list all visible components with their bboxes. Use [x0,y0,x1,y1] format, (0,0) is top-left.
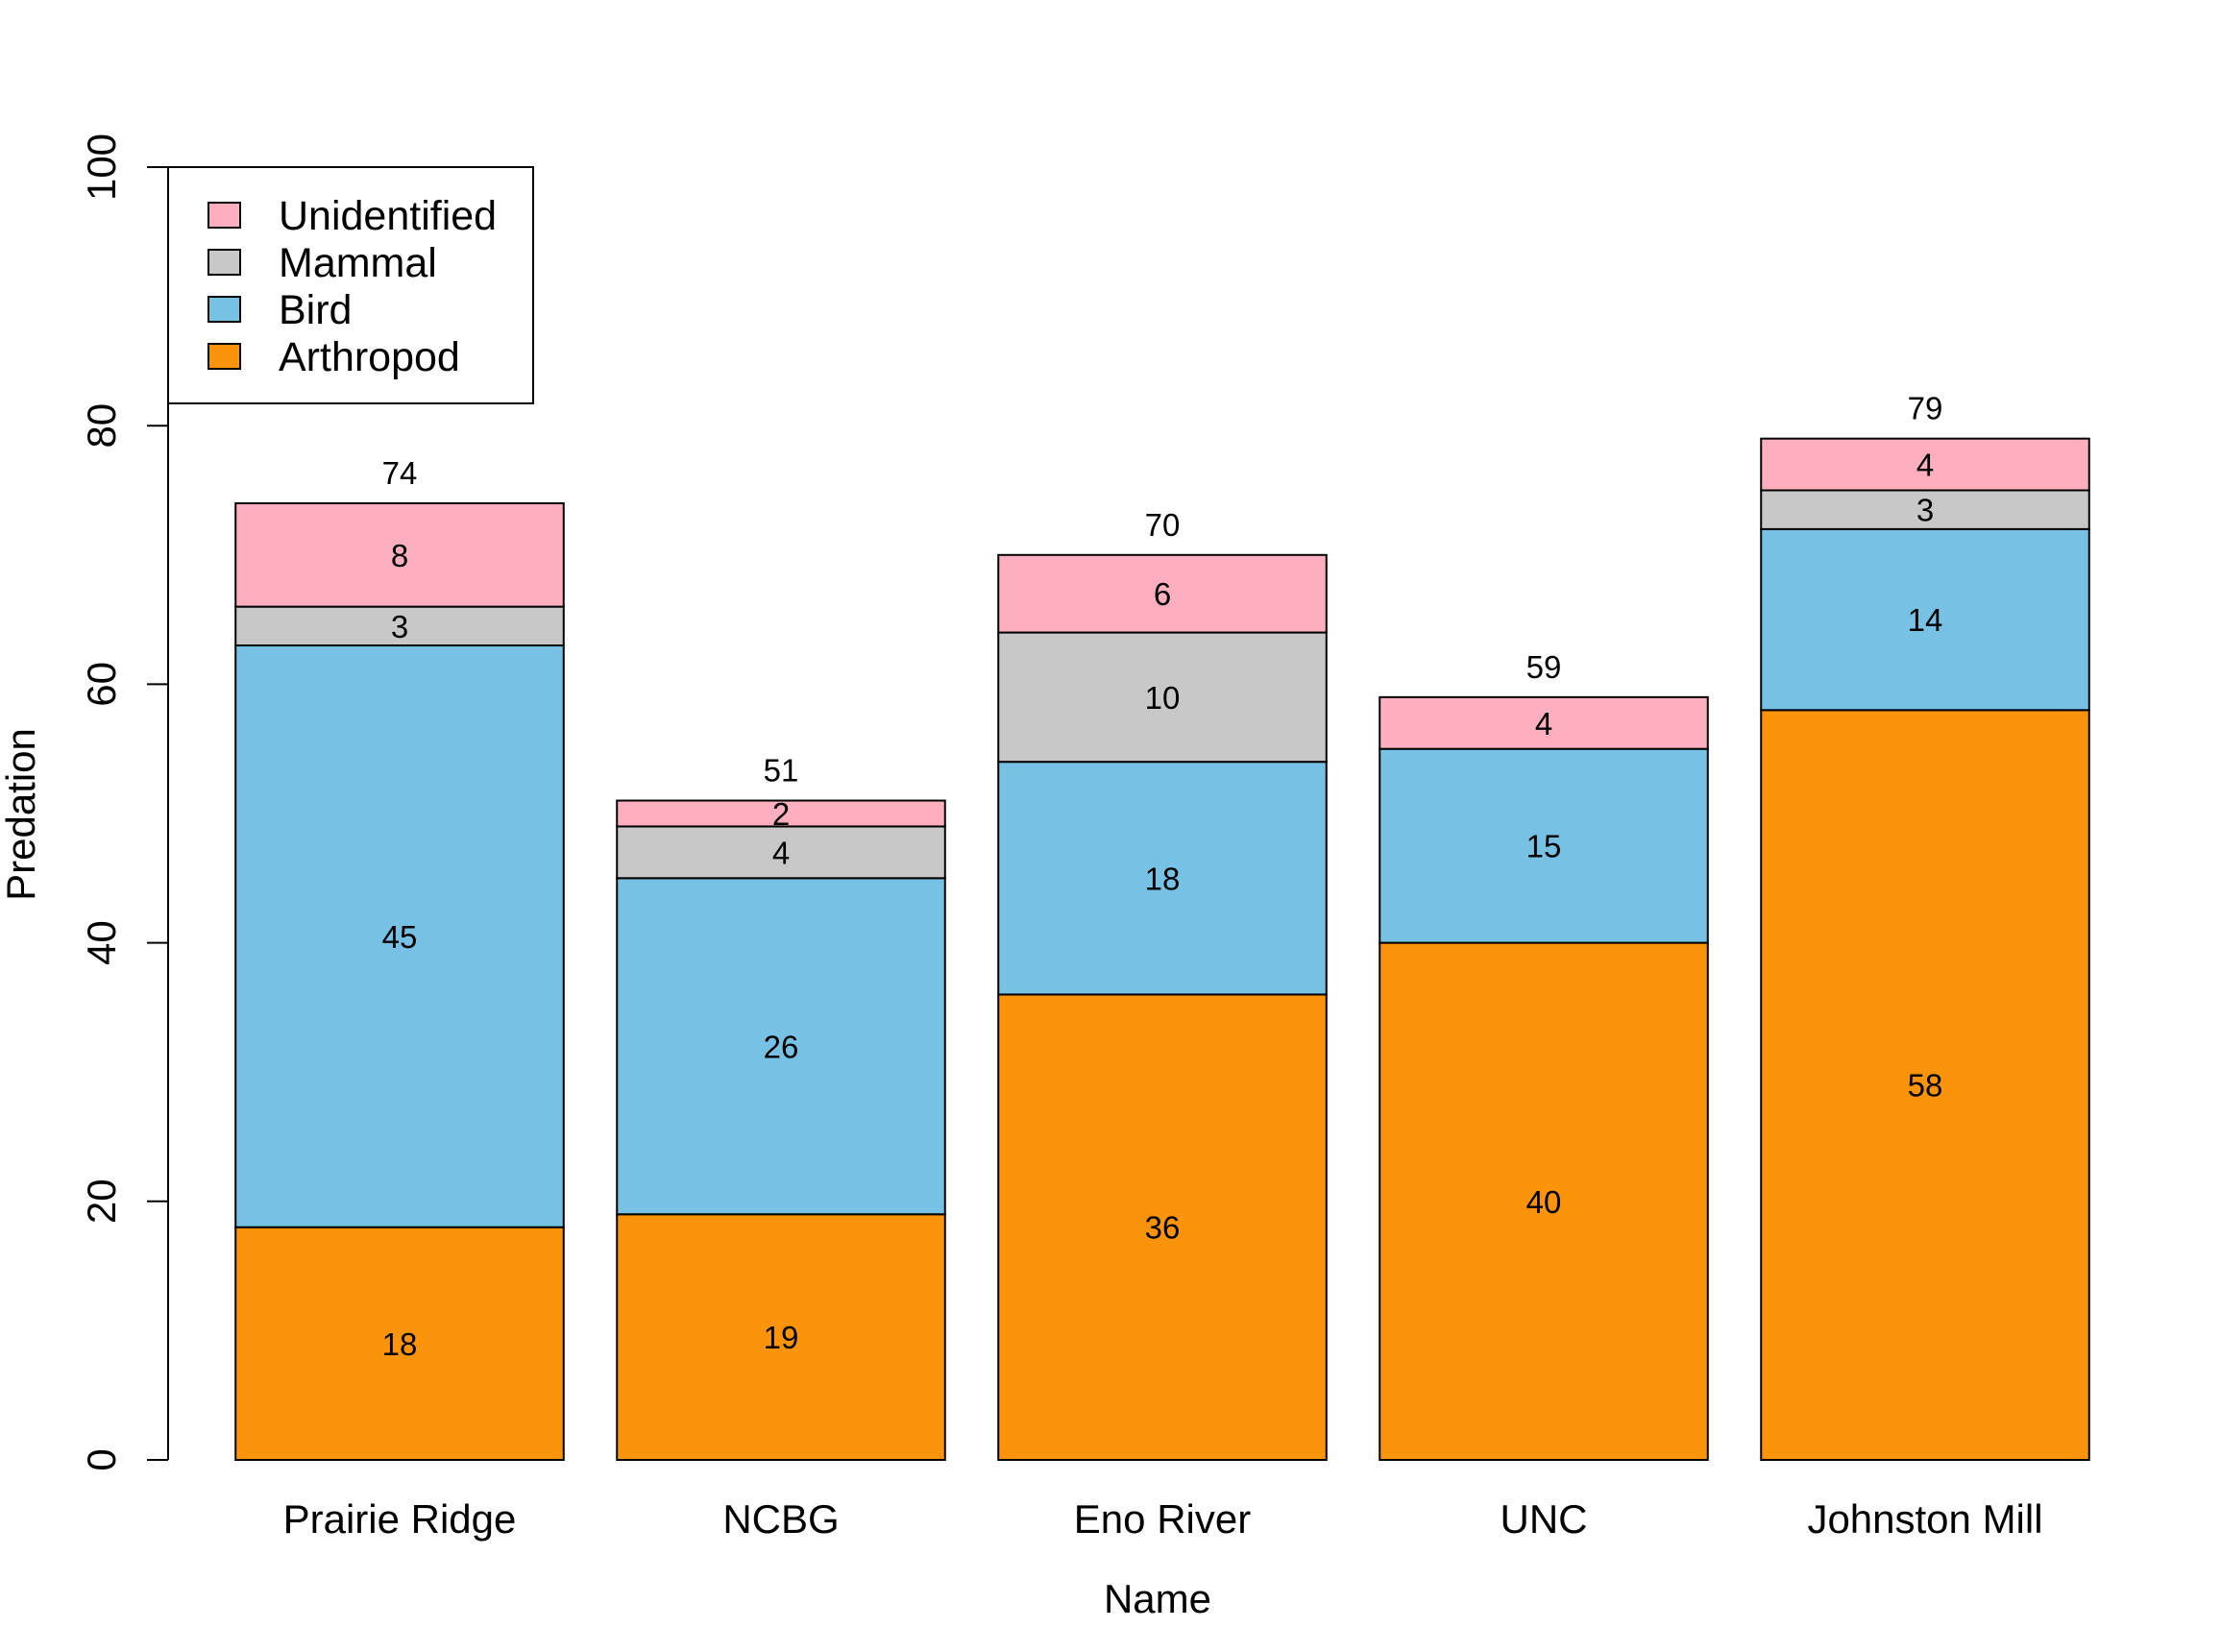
y-tick-label: 40 [79,920,124,965]
y-tick-label: 80 [79,403,124,449]
bar-segment-unidentified [1379,695,1709,750]
segment-value-label: 18 [382,1326,418,1362]
segment-value-label: 19 [764,1320,799,1355]
bar-segment-arthropod [997,993,1328,1461]
bar-segment-mammal [1760,489,2090,530]
x-tick-label: UNC [1501,1496,1588,1542]
bar-segment-mammal [997,631,1328,764]
segment-value-label: 15 [1526,829,1562,864]
legend-swatch-unidentified [207,202,241,229]
y-tick-label: 0 [79,1448,124,1470]
bar-total-label: 51 [764,753,799,789]
bar-segment-bird [1379,747,1709,944]
segment-value-label: 6 [1154,576,1171,612]
segment-value-label: 14 [1908,602,1943,638]
segment-value-label: 58 [1908,1068,1943,1104]
y-tick-label: 20 [79,1178,124,1224]
segment-value-label: 45 [382,919,418,955]
bar-segment-unidentified [234,501,565,608]
legend-swatch-arthropod [207,343,241,370]
segment-value-label: 4 [1535,706,1552,741]
legend-swatch-bird [207,296,241,323]
x-tick-label: NCBG [722,1496,839,1542]
bar-segment-unidentified [997,553,1328,634]
segment-value-label: 4 [1916,448,1934,483]
bar-segment-unidentified [1760,437,2090,492]
x-axis: Prairie Ridge NCBG Eno River UNC Johnston Mi… [283,1496,2043,1542]
segment-value-label: 26 [764,1029,799,1064]
bar-segment-arthropod [1760,709,2090,1461]
x-tick-label: Prairie Ridge [283,1496,517,1542]
bar-total-label: 74 [382,455,418,491]
segment-value-label: 4 [772,835,790,870]
segment-value-label: 3 [391,609,408,644]
bar-total-label: 79 [1908,391,1943,426]
segment-value-label: 18 [1145,861,1181,896]
segment-value-label: 10 [1145,680,1181,716]
bar-segment-bird [616,877,946,1216]
bar-total-label: 70 [1145,507,1181,543]
y-tick-label: 60 [79,662,124,707]
bar-segment-mammal [616,825,946,880]
segment-value-label: 40 [1526,1184,1562,1220]
bar-segment-unidentified [616,799,946,828]
x-tick-label: Eno River [1074,1496,1251,1542]
legend-label: Arthropod [279,334,460,380]
legend-label: Bird [279,287,352,333]
legend-swatch-mammal [207,249,241,276]
bar-total-label: 59 [1526,649,1562,685]
bar-segment-bird [1760,527,2090,712]
legend-label: Unidentified [279,193,497,239]
bar-segment-arthropod [1379,941,1709,1461]
segment-value-label: 8 [391,538,408,573]
segment-value-label: 36 [1145,1210,1181,1246]
y-axis-label: Predation [0,728,43,901]
x-axis-label: Name [1104,1576,1211,1621]
y-tick-label: 100 [79,134,124,201]
x-tick-label: Johnston Mill [1807,1496,2042,1542]
y-axis: 0 20 40 60 80 100 [79,134,169,1471]
segment-value-label: 3 [1916,493,1934,528]
segment-value-label: 2 [772,796,790,832]
bar-segment-bird [997,761,1328,996]
legend-label: Mammal [279,240,437,286]
